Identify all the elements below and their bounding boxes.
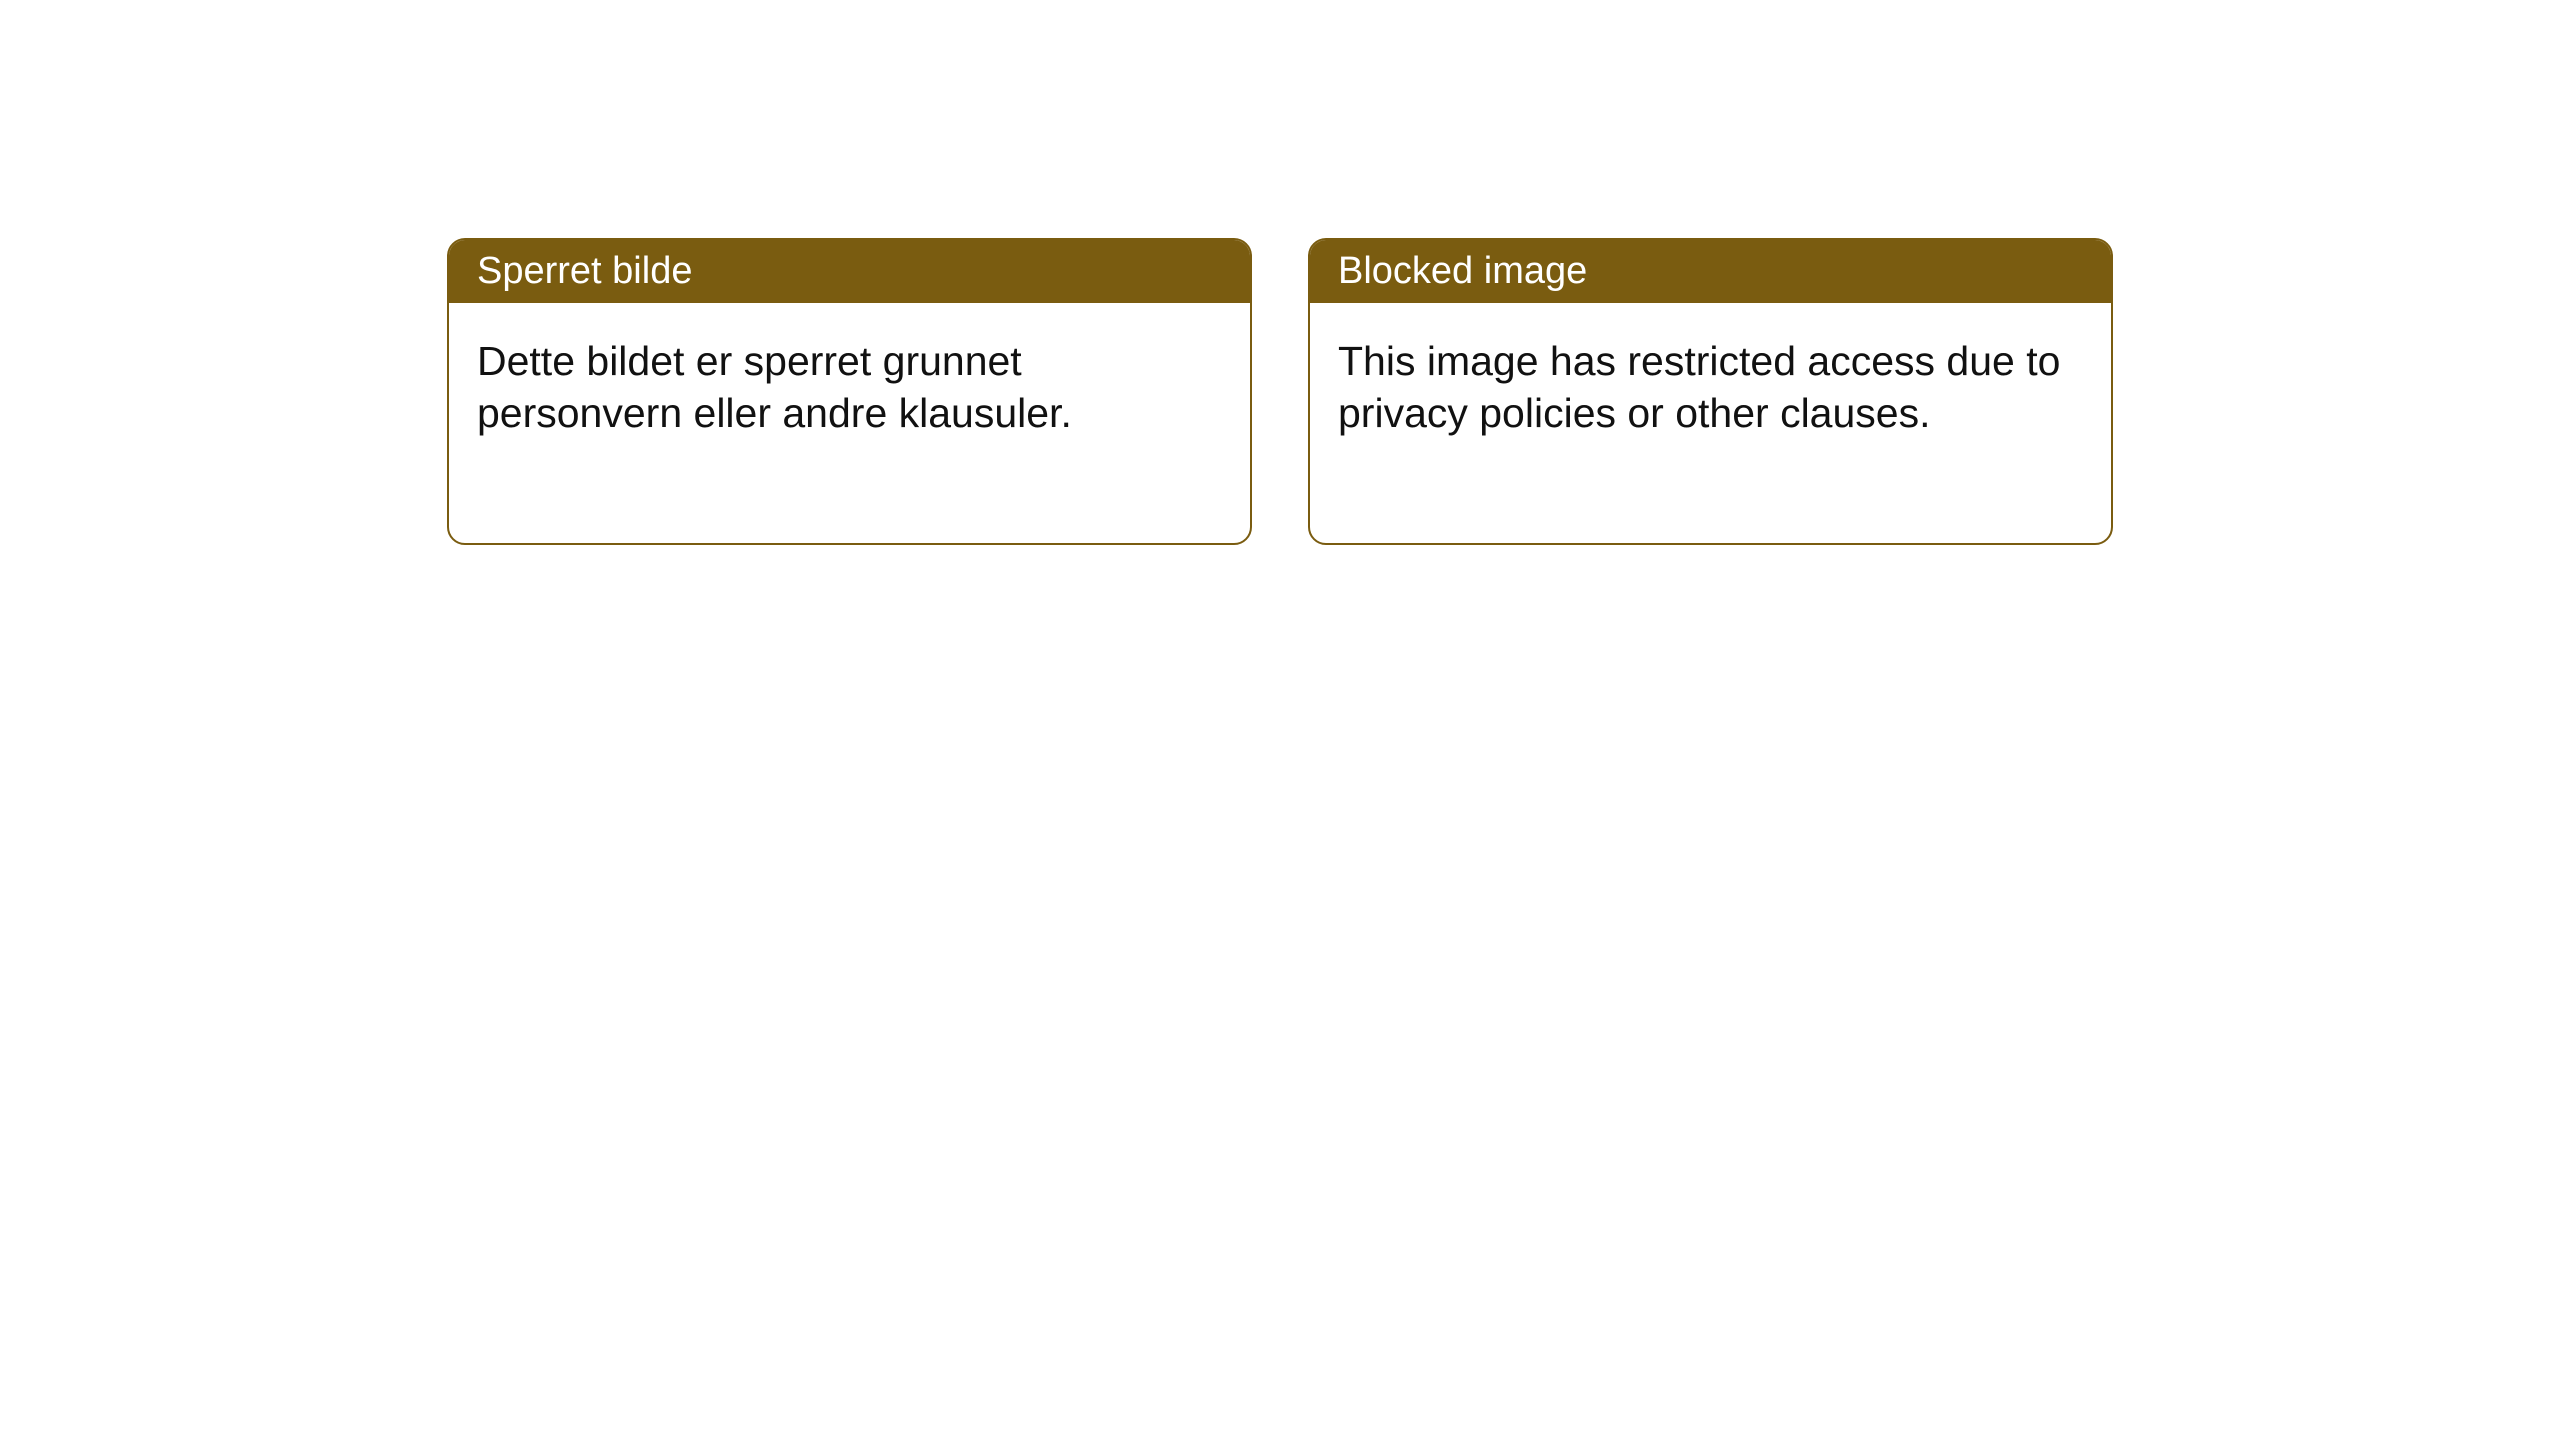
blocked-image-card-norwegian: Sperret bilde Dette bildet er sperret gr…	[447, 238, 1252, 545]
cards-container: Sperret bilde Dette bildet er sperret gr…	[0, 0, 2560, 545]
blocked-image-card-english: Blocked image This image has restricted …	[1308, 238, 2113, 545]
card-body: This image has restricted access due to …	[1310, 303, 2111, 543]
card-body: Dette bildet er sperret grunnet personve…	[449, 303, 1250, 543]
card-header: Sperret bilde	[449, 240, 1250, 303]
card-header: Blocked image	[1310, 240, 2111, 303]
